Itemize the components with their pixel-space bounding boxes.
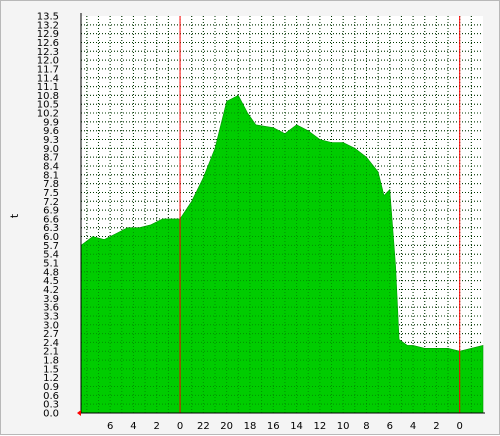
x-tick-label: 6: [107, 421, 113, 432]
y-tick-label: 6.9: [43, 206, 59, 217]
y-tick-label: 7.5: [43, 188, 59, 199]
y-tick-label: 11.4: [37, 73, 59, 84]
x-tick-label: 0: [457, 421, 463, 432]
x-tick-label: 10: [337, 421, 350, 432]
day-boundaries: [81, 16, 483, 413]
y-tick-labels: 0.00.30.60.91.21.51.82.12.42.73.03.33.63…: [37, 12, 59, 420]
y-tick-label: 6.0: [43, 232, 59, 243]
x-tick-label: 4: [410, 421, 416, 432]
x-tick-label: 16: [267, 421, 280, 432]
y-tick-label: 12.9: [37, 29, 59, 40]
y-axis-label: t: [8, 213, 21, 218]
y-tick-label: 8.4: [43, 161, 59, 172]
y-tick-label: 1.2: [43, 373, 59, 384]
y-tick-label: 8.1: [43, 170, 59, 181]
x-tick-labels: 6 4 2 0 22 20 18 16 14 12 10 8 6 4 2 0: [107, 421, 463, 432]
axes: [77, 13, 485, 416]
y-tick-label: 10.5: [37, 100, 59, 111]
y-tick-label: 4.5: [43, 276, 59, 287]
x-tick-label: 14: [290, 421, 303, 432]
y-tick-label: 9.3: [43, 135, 59, 146]
y-tick-label: 1.5: [43, 364, 59, 375]
y-tick-label: 3.3: [43, 311, 59, 322]
y-tick-label: 6.6: [43, 214, 59, 225]
y-tick-label: 4.8: [43, 267, 59, 278]
y-tick-label: 5.4: [43, 250, 59, 261]
y-tick-label: 9.0: [43, 144, 59, 155]
y-tick-label: 11.7: [37, 64, 59, 75]
y-tick-label: 13.5: [37, 12, 59, 23]
y-tick-label: 0.6: [43, 391, 59, 402]
origin-marker: [77, 410, 81, 416]
y-tick-label: 9.6: [43, 126, 59, 137]
y-tick-label: 4.2: [43, 285, 59, 296]
x-tick-label: 8: [363, 421, 369, 432]
y-tick-label: 3.9: [43, 294, 59, 305]
y-tick-label: 2.1: [43, 347, 59, 358]
x-tick-label: 20: [220, 421, 233, 432]
x-tick-label: 4: [130, 421, 136, 432]
y-tick-label: 10.8: [37, 91, 59, 102]
y-tick-label: 0.9: [43, 382, 59, 393]
y-tick-label: 12.6: [37, 38, 59, 49]
y-tick-label: 3.0: [43, 320, 59, 331]
x-tick-label: 0: [177, 421, 183, 432]
x-tick-label: 22: [197, 421, 210, 432]
y-tick-label: 12.3: [37, 47, 59, 58]
y-tick-label: 10.2: [37, 109, 59, 120]
y-tick-label: 7.2: [43, 197, 59, 208]
y-tick-label: 5.7: [43, 241, 59, 252]
y-tick-label: 13.2: [37, 20, 59, 31]
x-tick-label: 2: [154, 421, 160, 432]
y-tick-label: 8.7: [43, 153, 59, 164]
y-tick-label: 5.1: [43, 259, 59, 270]
y-tick-label: 11.1: [37, 82, 59, 93]
y-tick-label: 9.9: [43, 117, 59, 128]
x-tick-label: 12: [314, 421, 327, 432]
x-tick-label: 2: [433, 421, 439, 432]
y-tick-label: 2.4: [43, 338, 59, 349]
y-tick-label: 3.6: [43, 303, 59, 314]
y-tick-label: 0.3: [43, 400, 59, 411]
y-tick-label: 0.0: [43, 409, 59, 420]
y-tick-label: 6.3: [43, 223, 59, 234]
y-tick-label: 1.8: [43, 356, 59, 367]
x-tick-label: 18: [244, 421, 257, 432]
y-tick-label: 12.0: [37, 56, 59, 67]
x-tick-label: 6: [387, 421, 393, 432]
y-tick-label: 7.8: [43, 179, 59, 190]
y-tick-label: 2.7: [43, 329, 59, 340]
